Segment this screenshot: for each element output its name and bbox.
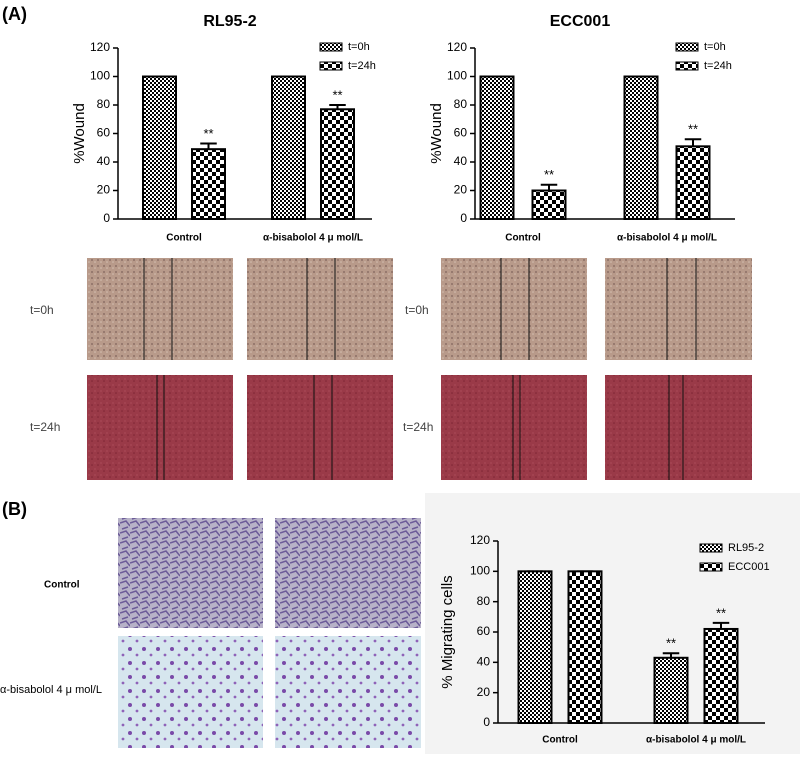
- y-tick-label: 100: [470, 564, 490, 578]
- y-tick-label: 80: [477, 594, 491, 608]
- x-tick-label: α-bisabolol 4 μ mol/L: [617, 233, 717, 244]
- legend-swatch: [319, 61, 343, 71]
- significance-label: **: [716, 605, 726, 620]
- legend-swatch: [319, 42, 343, 52]
- bar: [531, 189, 567, 220]
- micrograph: [605, 375, 752, 480]
- bar: [517, 570, 553, 724]
- x-tick-label: Control: [542, 735, 578, 746]
- y-tick-label: 0: [460, 211, 467, 225]
- micrograph: [441, 258, 587, 360]
- panel-label: (A): [2, 4, 27, 24]
- bar: [653, 656, 689, 724]
- error-bar: [712, 621, 730, 629]
- micrograph: [118, 518, 263, 628]
- y-tick-label: 60: [97, 126, 111, 140]
- y-tick-label: 20: [477, 685, 491, 699]
- y-tick-label: 120: [90, 40, 110, 54]
- y-tick-label: 80: [454, 97, 468, 111]
- row-label: t=24h: [30, 420, 60, 434]
- bar: [320, 108, 355, 220]
- micrograph: [605, 258, 752, 360]
- y-tick-label: 40: [97, 154, 111, 168]
- y-axis-label: % Migrating cells: [439, 575, 456, 688]
- legend-label: RL95-2: [728, 542, 764, 554]
- bar: [675, 145, 711, 220]
- x-tick-label: α-bisabolol 4 μ mol/L: [646, 735, 746, 746]
- row-label: t=0h: [30, 303, 54, 317]
- legend-label: t=24h: [348, 60, 376, 72]
- micrograph: [441, 375, 587, 480]
- y-tick-label: 20: [454, 183, 468, 197]
- y-tick-label: 60: [477, 624, 491, 638]
- y-tick-label: 40: [454, 154, 468, 168]
- legend-label: t=24h: [704, 60, 732, 72]
- legend-swatch: [699, 543, 723, 553]
- bar: [191, 148, 226, 220]
- y-tick-label: 20: [97, 183, 111, 197]
- bar: [271, 75, 306, 220]
- y-tick-label: 0: [483, 715, 490, 729]
- legend-label: ECC001: [728, 561, 770, 573]
- y-tick-label: 120: [447, 40, 467, 54]
- micrographs: [87, 258, 752, 748]
- bar: [142, 75, 177, 220]
- micrograph: [247, 375, 393, 480]
- y-tick-label: 0: [103, 211, 110, 225]
- row-label: α-bisabolol 4 μ mol/L: [0, 684, 102, 696]
- significance-label: **: [203, 126, 213, 141]
- x-tick-label: Control: [505, 233, 541, 244]
- chart-title: ECC001: [550, 13, 611, 30]
- bar: [567, 570, 603, 724]
- significance-label: **: [544, 167, 554, 182]
- y-axis-label: %Wound: [71, 103, 88, 164]
- y-tick-label: 40: [477, 655, 491, 669]
- micrograph: [275, 636, 421, 748]
- y-tick-label: 80: [97, 97, 111, 111]
- legend-label: t=0h: [348, 41, 370, 53]
- micrograph: [87, 258, 233, 360]
- y-axis-label: %Wound: [428, 103, 445, 164]
- error-bar: [684, 138, 702, 147]
- row-label: t=24h: [403, 420, 433, 434]
- row-label: Control: [44, 580, 80, 591]
- x-tick-label: α-bisabolol 4 μ mol/L: [263, 233, 363, 244]
- y-tick-label: 60: [454, 126, 468, 140]
- row-label: t=0h: [405, 303, 429, 317]
- bar: [479, 75, 515, 220]
- y-tick-label: 120: [470, 533, 490, 547]
- significance-label: **: [332, 87, 342, 102]
- y-tick-label: 100: [447, 69, 467, 83]
- legend-swatch: [675, 61, 699, 71]
- significance-label: **: [666, 636, 676, 651]
- significance-label: **: [688, 122, 698, 137]
- bar: [623, 75, 659, 220]
- micrograph: [87, 375, 233, 480]
- micrograph: [118, 636, 263, 748]
- bar: [703, 627, 739, 725]
- micrograph: [247, 258, 393, 360]
- x-tick-label: Control: [166, 233, 202, 244]
- legend-label: t=0h: [704, 41, 726, 53]
- chart-title: RL95-2: [203, 13, 256, 30]
- y-tick-label: 100: [90, 69, 110, 83]
- panel-label: (B): [2, 499, 27, 519]
- legend-swatch: [699, 562, 723, 572]
- micrograph: [275, 518, 421, 628]
- legend-swatch: [675, 42, 699, 52]
- wound-edges: [143, 258, 697, 480]
